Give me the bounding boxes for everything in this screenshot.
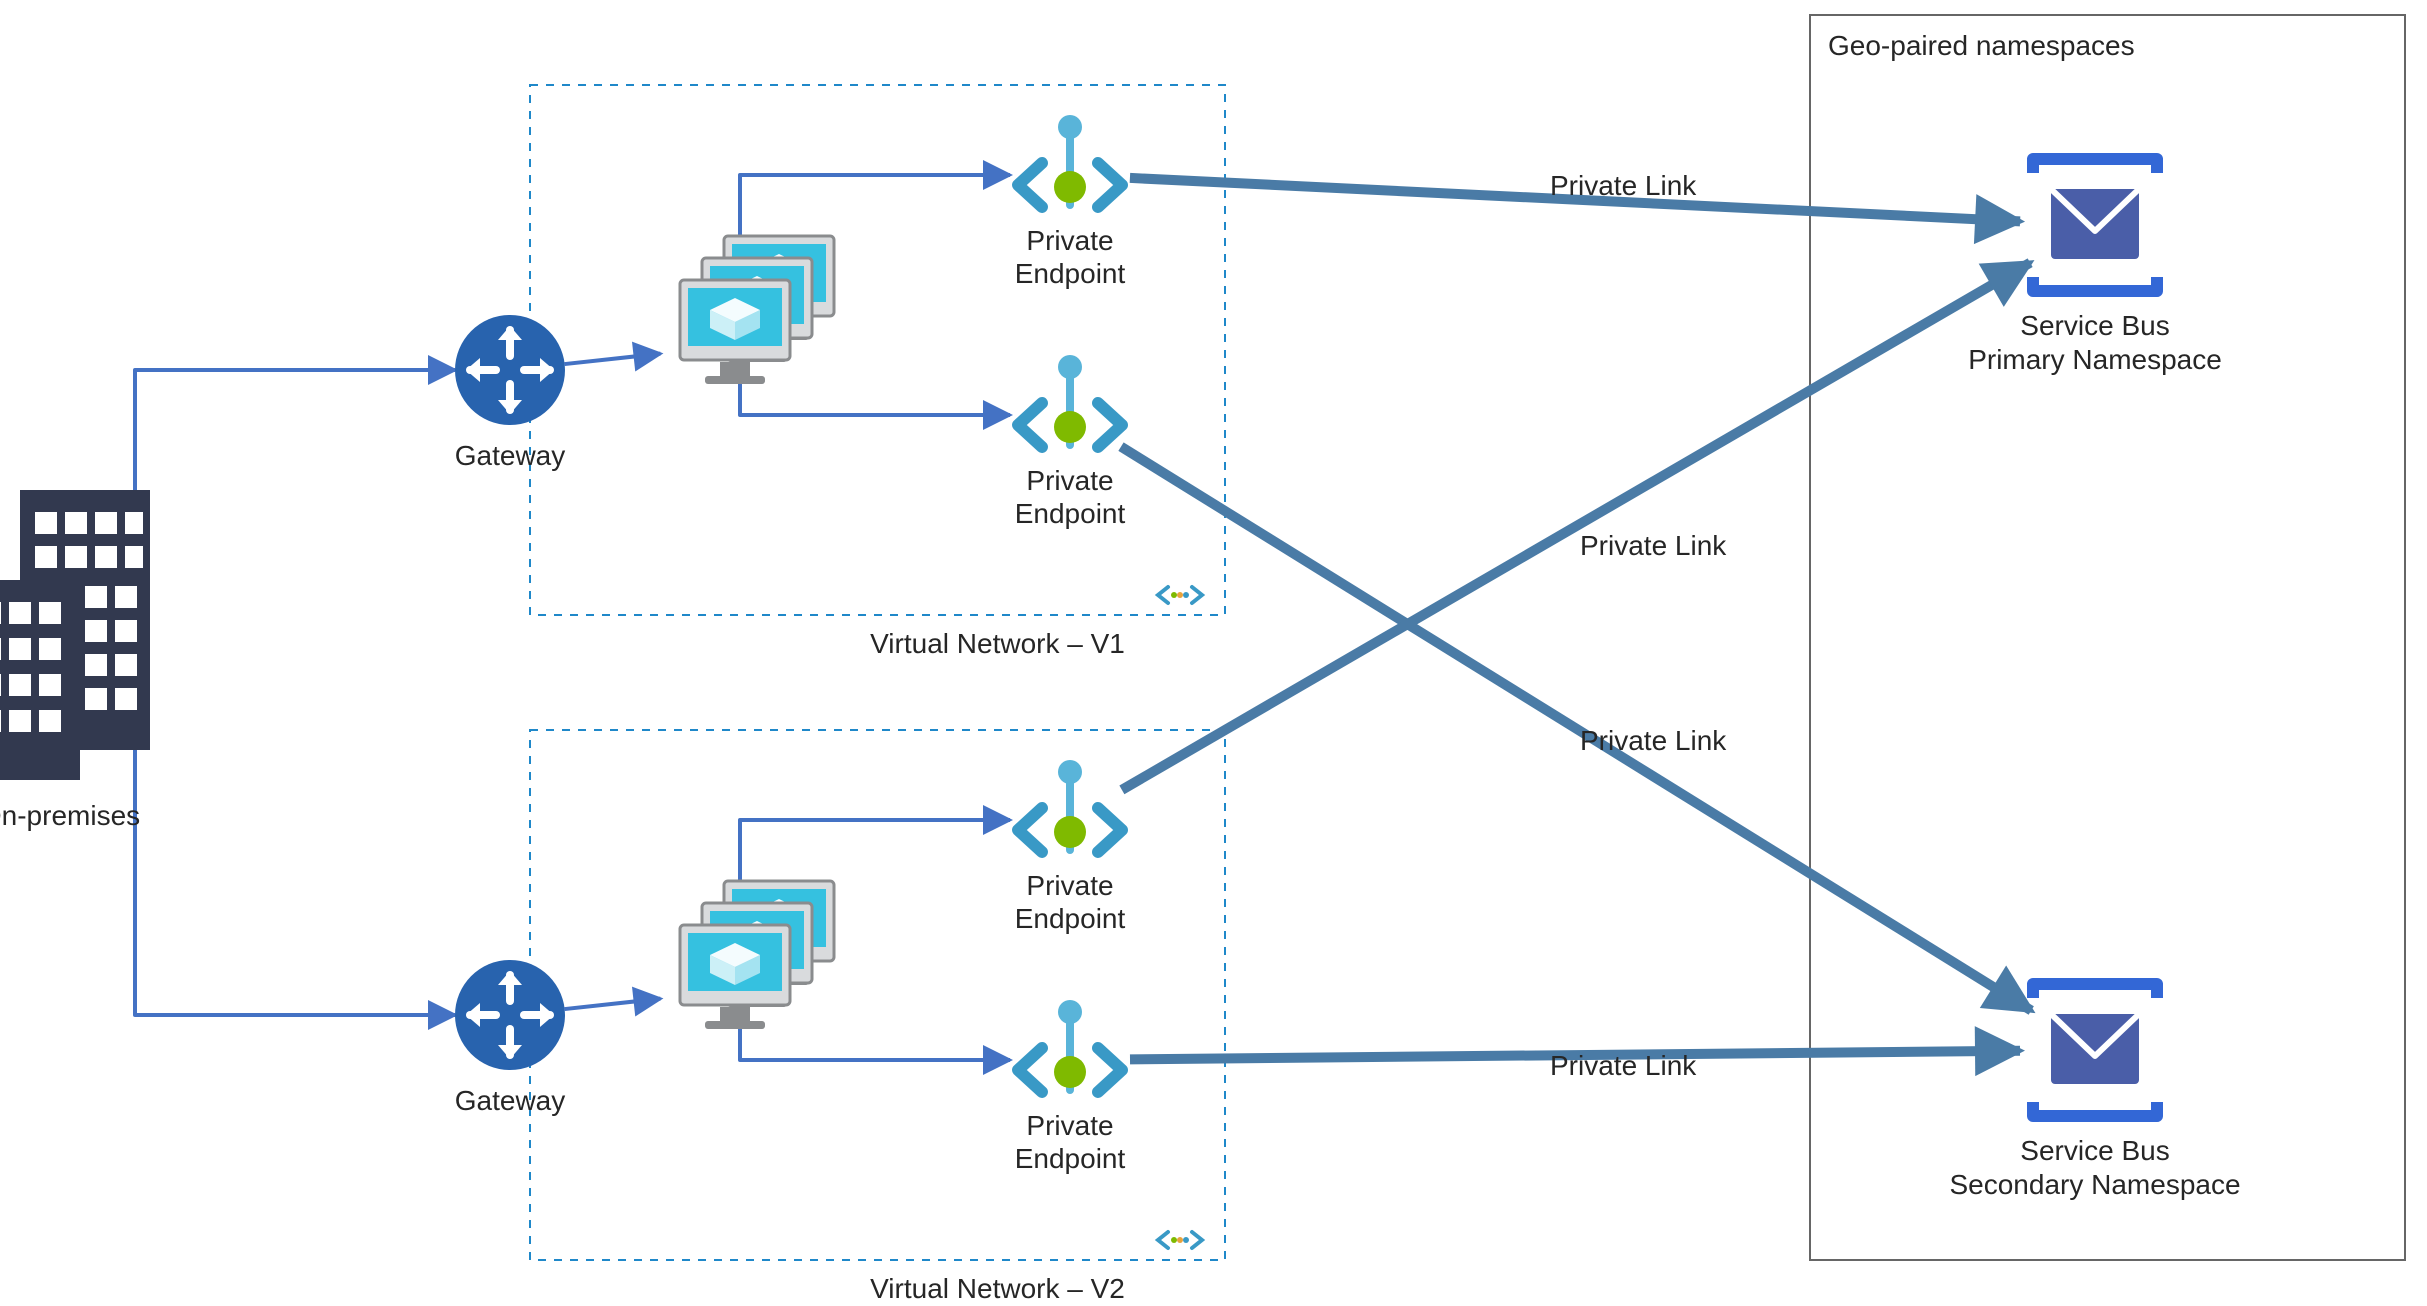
pe-label: Private bbox=[1026, 465, 1113, 496]
pe-label: Private bbox=[1026, 870, 1113, 901]
vnet2-label: Virtual Network – V2 bbox=[870, 1273, 1125, 1304]
pe-label: Endpoint bbox=[1015, 498, 1126, 529]
private-endpoint-icon-1: PrivateEndpoint bbox=[1015, 115, 1126, 289]
pe-label: Private bbox=[1026, 1110, 1113, 1141]
pe-label: Endpoint bbox=[1015, 258, 1126, 289]
gateway-label: Gateway bbox=[455, 440, 566, 471]
service-bus-label: Secondary Namespace bbox=[1949, 1169, 2240, 1200]
private-endpoint-icon-4: PrivateEndpoint bbox=[1015, 1000, 1126, 1174]
pe-label: Endpoint bbox=[1015, 903, 1126, 934]
private-link-label: Private Link bbox=[1550, 170, 1697, 201]
service-bus-label: Primary Namespace bbox=[1968, 344, 2222, 375]
private-endpoint-icon-3: PrivateEndpoint bbox=[1015, 760, 1126, 934]
on-premises-label: On-premises bbox=[0, 800, 140, 831]
connector bbox=[565, 999, 661, 1009]
connector bbox=[565, 354, 661, 364]
pe-label: Endpoint bbox=[1015, 1143, 1126, 1174]
private-endpoint-icon-2: PrivateEndpoint bbox=[1015, 355, 1126, 529]
service-bus-label: Service Bus bbox=[2020, 310, 2169, 341]
vm-stack-icon-1 bbox=[680, 236, 834, 384]
vnet1-box bbox=[530, 85, 1225, 615]
geo-box-title: Geo-paired namespaces bbox=[1828, 30, 2135, 61]
private-link-label: Private Link bbox=[1580, 530, 1727, 561]
private-link-label: Private Link bbox=[1550, 1050, 1697, 1081]
service-bus-secondary-icon: Service BusSecondary Namespace bbox=[1949, 984, 2240, 1200]
vnet1-label: Virtual Network – V1 bbox=[870, 628, 1125, 659]
service-bus-primary-icon: Service BusPrimary Namespace bbox=[1968, 159, 2222, 375]
vnet2-box bbox=[530, 730, 1225, 1260]
thin-connectors bbox=[75, 175, 1010, 1060]
thick-connectors: Private Link Private Link Private Link Priv… bbox=[1121, 170, 2031, 1081]
vm-stack-icon-2 bbox=[680, 881, 834, 1029]
on-premises-icon: On-premises bbox=[0, 490, 150, 831]
service-bus-label: Service Bus bbox=[2020, 1135, 2169, 1166]
architecture-diagram: Geo-paired namespaces Private LinkPrivat… bbox=[0, 0, 2427, 1306]
vnet-glyph-1 bbox=[1158, 587, 1202, 603]
pe-label: Private bbox=[1026, 225, 1113, 256]
gateway-icon-1: Gateway bbox=[455, 315, 566, 471]
gateway-icon-2: Gateway bbox=[455, 960, 566, 1116]
vnet-glyph-2 bbox=[1158, 1232, 1202, 1248]
private-link-label: Private Link bbox=[1580, 725, 1727, 756]
gateway-label: Gateway bbox=[455, 1085, 566, 1116]
